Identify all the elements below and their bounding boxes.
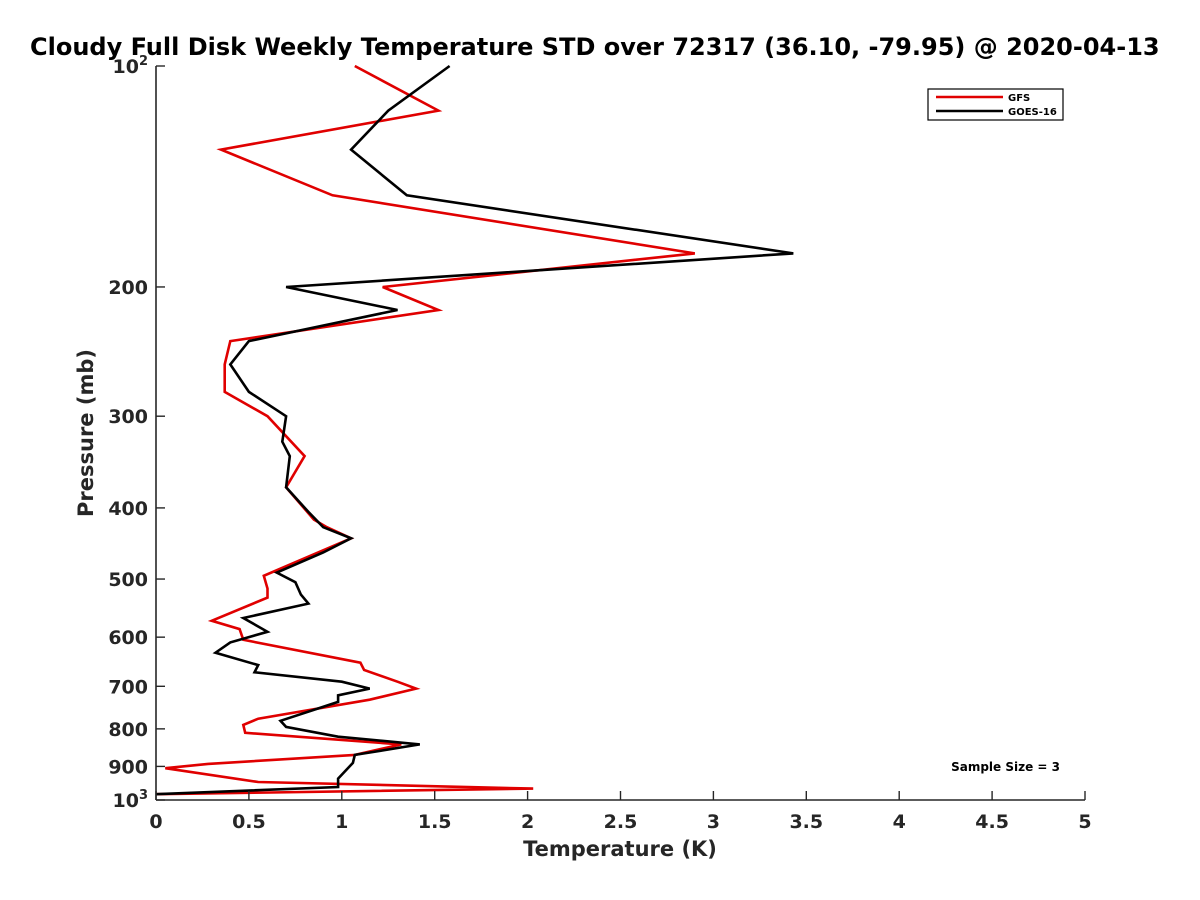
legend: GFS GOES-16 bbox=[927, 88, 1064, 121]
y-tick-label: 103 bbox=[113, 788, 149, 812]
y-tick-label: 900 bbox=[108, 756, 148, 778]
series-line-gfs bbox=[155, 64, 696, 796]
y-axis-label: Pressure (mb) bbox=[74, 349, 98, 517]
y-tick-label: 102 bbox=[113, 54, 149, 78]
x-axis-label: Temperature (K) bbox=[523, 837, 717, 861]
y-tick-label: 700 bbox=[108, 676, 148, 698]
x-tick-label: 5 bbox=[1078, 811, 1091, 833]
series-line-goes-16 bbox=[155, 64, 794, 796]
y-tick-label: 600 bbox=[108, 627, 148, 649]
y-axis-ticks: 102 200 300 400 500 600 700 800 900 103 bbox=[108, 54, 165, 812]
x-tick-label: 1.5 bbox=[418, 811, 452, 833]
y-tick-label: 300 bbox=[108, 406, 148, 428]
y-tick-label: 800 bbox=[108, 719, 148, 741]
x-tick-label: 0.5 bbox=[232, 811, 266, 833]
plot-area bbox=[156, 66, 1085, 800]
chart-title: Cloudy Full Disk Weekly Temperature STD … bbox=[30, 33, 1160, 61]
x-tick-label: 1 bbox=[335, 811, 348, 833]
y-tick-label: 400 bbox=[108, 498, 148, 520]
series-layer bbox=[155, 64, 794, 796]
y-tick-label: 200 bbox=[108, 277, 148, 299]
sample-size-annotation: Sample Size = 3 bbox=[951, 760, 1060, 774]
x-tick-label: 4.5 bbox=[975, 811, 1009, 833]
x-tick-label: 3.5 bbox=[789, 811, 823, 833]
x-tick-label: 2 bbox=[521, 811, 534, 833]
x-tick-label: 4 bbox=[893, 811, 906, 833]
legend-box bbox=[927, 88, 1064, 121]
y-tick-label: 500 bbox=[108, 569, 148, 591]
x-axis-ticks: 0 0.5 1 1.5 2 2.5 3 3.5 4 4.5 5 bbox=[149, 791, 1092, 833]
legend-label: GOES-16 bbox=[1008, 107, 1057, 118]
x-tick-label: 3 bbox=[707, 811, 720, 833]
x-tick-label: 0 bbox=[149, 811, 162, 833]
legend-label: GFS bbox=[1008, 93, 1030, 104]
x-tick-label: 2.5 bbox=[604, 811, 638, 833]
